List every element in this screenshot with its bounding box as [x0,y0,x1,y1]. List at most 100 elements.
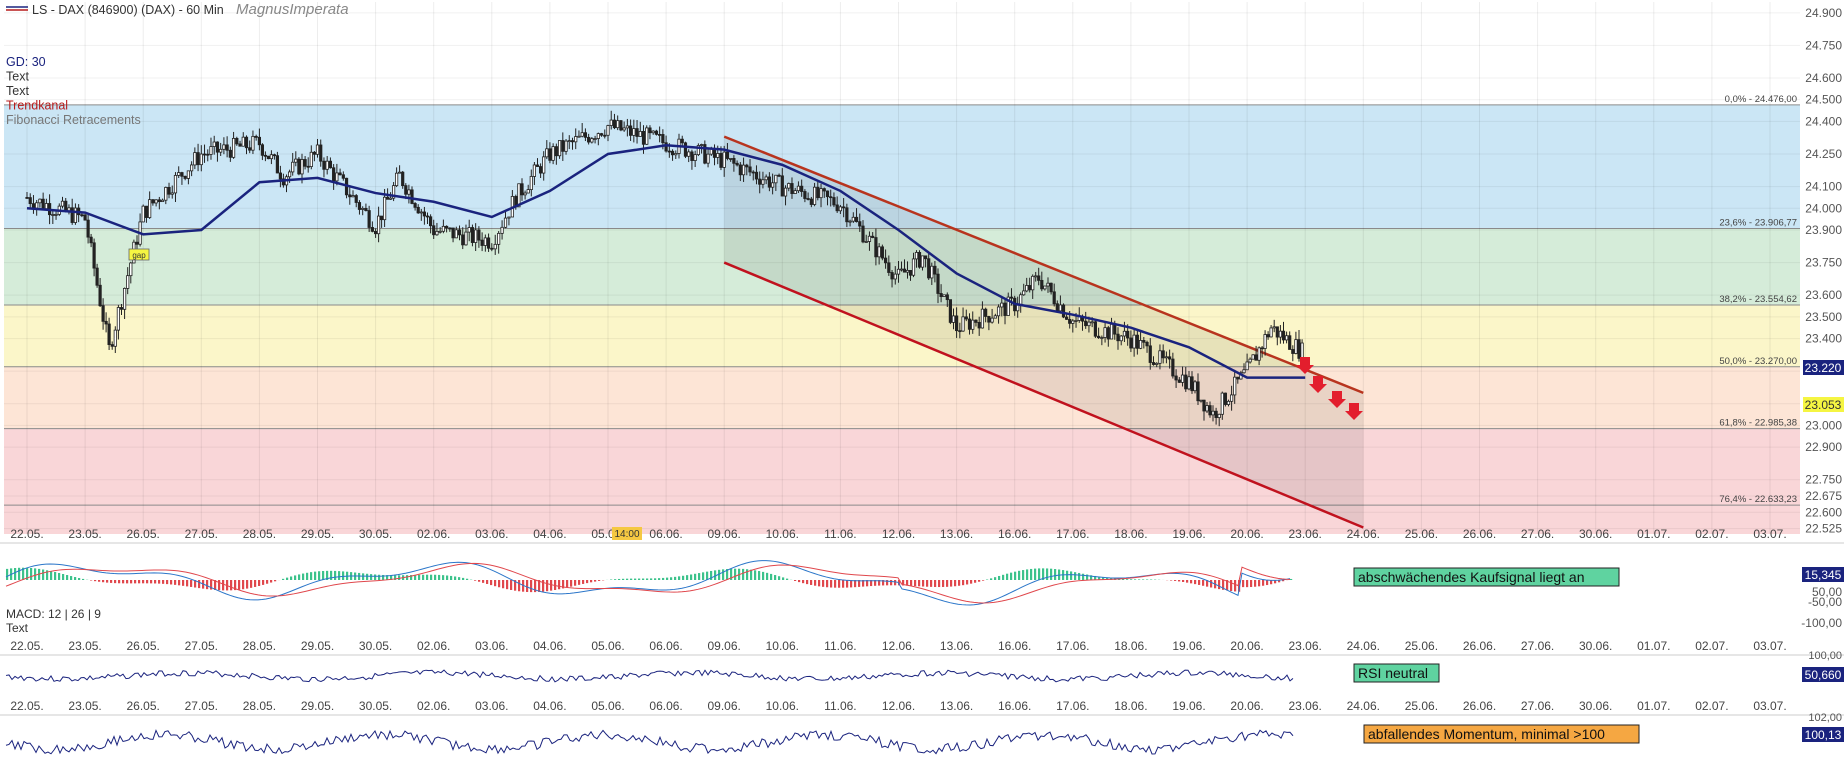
candle-body [269,154,274,160]
date-tick-label: 26.06. [1463,639,1496,653]
candle-body [1254,354,1258,361]
candle-body [391,185,396,199]
macd-histogram-bar [818,580,821,587]
candle-body [167,187,171,195]
candle-body [413,203,417,208]
candle-body [1068,318,1072,324]
macd-histogram-bar [242,580,245,590]
candle-body [971,319,975,330]
candle-body [809,198,813,205]
signal-arrows [1296,357,1363,420]
fib-level-label: 61,8% - 22.985,38 [1719,418,1797,429]
candle-body [1230,394,1234,402]
macd-histogram-bar [22,567,25,580]
candle-body [461,234,465,246]
price-axis: 24.900 24.750 24.600 24.500 24.400 24.250 24.1… [1805,6,1842,536]
macd-signal-line [5,562,1291,604]
macd-histogram-bar [54,572,57,580]
macd-histogram-bar [870,580,873,587]
candle-body [787,183,791,189]
fib-band [4,366,1800,429]
last-price-tag-ma: 23.220 [1803,360,1844,375]
candle-body [554,146,558,157]
date-tick-label: 12.06. [882,527,915,541]
macd-histogram-bar [1186,580,1189,583]
macd-histogram-bar [934,580,937,587]
macd-histogram-bar [666,577,669,580]
macd-histogram-bar [514,580,517,591]
candle-body [1122,330,1127,337]
macd-histogram-bar [42,569,45,580]
candle-body [874,237,878,258]
candle-body [287,171,292,178]
candle-body [570,140,575,143]
macd-histogram-bar [1038,568,1041,580]
date-tick-label: 26.05. [127,527,160,541]
price-tick-label: 24.750 [1805,38,1842,52]
macd-histogram-bar [538,580,541,592]
macd-histogram-bar [654,578,657,580]
macd-histogram-bar [1230,580,1233,592]
candle-body [822,188,826,192]
macd-histogram-bar [1070,571,1073,580]
macd-histogram-bar [210,580,213,590]
date-tick-label: 17.06. [1056,639,1089,653]
macd-histogram-bar [330,570,333,580]
rsi-line [5,669,1294,683]
macd-label: MACD: 12 | 26 | 9 [6,607,101,621]
candle-body [1184,374,1188,390]
candle-body [917,252,922,268]
date-tick-label: 23.06. [1289,527,1322,541]
candle-body [700,144,704,146]
macd-histogram-bar [1030,568,1033,580]
candle-body [1272,326,1276,329]
candle-body [832,197,836,206]
macd-histogram-bar [490,580,493,586]
macd-histogram-bar [742,568,745,580]
macd-histogram-bar [746,569,749,580]
candle-body [1037,275,1041,281]
candle-body [580,132,584,137]
date-tick-label: 13.06. [940,527,973,541]
macd-histogram-bar [590,580,593,583]
macd-histogram-bar [290,576,293,580]
macd-histogram-bar [826,580,829,588]
date-tick-label: 02.07. [1695,527,1728,541]
macd-histogram-bar [658,578,661,580]
candle-body [819,188,823,199]
macd-histogram-bar [1054,569,1057,580]
date-tick-label: 16.06. [998,527,1031,541]
candle-body [635,128,639,137]
candle-body [526,189,530,194]
macd-histogram-bar [14,568,17,580]
macd-histogram-bar [998,575,1001,580]
macd-histogram-bar [166,580,169,585]
macd-histogram-bar [902,580,905,586]
candle-body [83,214,87,221]
macd-histogram-bar [238,580,241,590]
macd-histogram-bar [70,576,73,580]
down-arrow-icon [1328,391,1346,408]
macd-histogram-bar [50,571,53,580]
date-tick-label: 27.06. [1521,639,1554,653]
macd-histogram-bar [782,577,785,580]
candle-body [1205,405,1209,412]
macd-histogram-bar [82,578,85,580]
macd-histogram-bar [1126,579,1129,580]
candle-body [228,149,232,158]
candle-body [1202,399,1206,412]
candle-body [1040,279,1044,290]
date-tick-label: 20.06. [1230,699,1263,713]
macd-histogram-bar [1050,568,1053,580]
candle-body [905,270,910,273]
candle-body [1158,350,1162,364]
fib-level-label: 0,0% - 24.476,00 [1725,94,1797,105]
candle-body [309,151,313,167]
price-tick-label: 24.600 [1805,71,1842,85]
candle-body [893,273,897,280]
candle-body [186,170,190,179]
date-tick-label: 23.05. [68,699,101,713]
candle-body [758,178,762,185]
macd-histogram-bar [574,580,577,586]
macd-text: Text [6,621,29,635]
